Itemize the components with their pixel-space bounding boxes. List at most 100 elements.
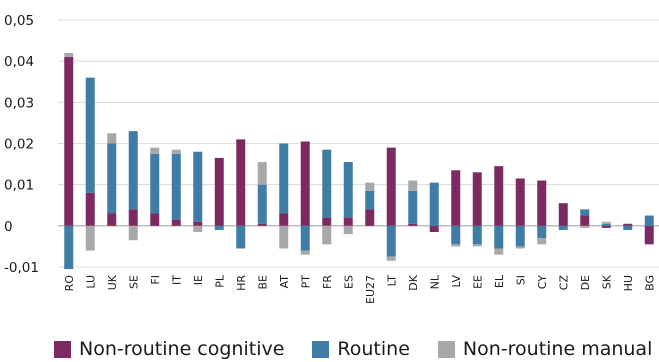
bar-non-routine-manual-cy	[537, 238, 547, 245]
y-tick-label: 0,02	[4, 137, 34, 153]
bar-non-routine-manual-el	[494, 248, 504, 255]
bar-non-routine-cognitive-cy	[537, 180, 547, 226]
x-tick-label-hr: HR	[235, 275, 248, 291]
bar-routine-be	[257, 184, 267, 224]
bars	[64, 52, 654, 270]
bar-routine-es	[343, 162, 353, 218]
x-tick-label-dk: DK	[407, 274, 420, 290]
bar-non-routine-cognitive-ee	[472, 172, 482, 226]
y-tick-label: 0,03	[4, 95, 34, 111]
bar-non-routine-cognitive-fi	[150, 213, 160, 226]
bar-non-routine-manual-lt	[386, 256, 396, 261]
x-tick-label-at: AT	[278, 275, 291, 289]
y-tick-label: 0,04	[4, 54, 34, 70]
bar-non-routine-manual-fr	[322, 225, 332, 245]
bar-routine-it	[171, 153, 181, 220]
bar-non-routine-manual-fi	[150, 147, 160, 154]
bar-non-routine-cognitive-ro	[64, 57, 74, 226]
bar-routine-uk	[107, 143, 117, 214]
x-tick-label-se: SE	[127, 275, 140, 289]
bar-non-routine-cognitive-lu	[85, 192, 95, 226]
bar-routine-cy	[537, 225, 547, 239]
y-axis-tick-labels: -0,01 0 0,01 0,02 0,03 0,04 0,05	[4, 13, 39, 276]
x-tick-label-ee: EE	[471, 275, 484, 289]
bar-non-routine-manual-lu	[85, 225, 95, 251]
x-tick-label-hu: HU	[622, 275, 635, 291]
legend-label-non-routine-cognitive: Non-routine cognitive	[79, 338, 285, 360]
x-tick-label-de: DE	[579, 275, 592, 290]
bar-non-routine-manual-dk	[408, 180, 418, 191]
bar-non-routine-manual-sk	[601, 221, 611, 224]
bar-routine-se	[128, 131, 138, 210]
legend-label-routine: Routine	[337, 338, 410, 360]
bar-non-routine-cognitive-uk	[107, 213, 117, 226]
bar-non-routine-cognitive-sk	[601, 225, 611, 228]
x-tick-label-el: EL	[493, 274, 506, 288]
y-tick-label: -0,01	[4, 260, 39, 276]
bar-routine-hu	[623, 225, 633, 230]
bar-non-routine-manual-si	[515, 246, 525, 249]
legend: Non-routine cognitive Routine Non-routin…	[54, 338, 652, 360]
bar-non-routine-cognitive-hu	[623, 223, 633, 226]
x-tick-label-fi: FI	[149, 275, 162, 285]
bar-non-routine-cognitive-nl	[429, 225, 439, 233]
x-tick-label-it: IT	[170, 275, 183, 285]
bar-non-routine-cognitive-lt	[386, 147, 396, 226]
bar-non-routine-cognitive-bg	[644, 225, 654, 245]
bar-routine-pt	[300, 225, 310, 251]
bar-routine-si	[515, 225, 525, 247]
legend-swatch-non-routine-cognitive	[54, 340, 71, 358]
bar-non-routine-manual-at	[279, 225, 289, 249]
bar-non-routine-manual-ro	[64, 52, 74, 58]
x-tick-label-nl: NL	[428, 274, 441, 289]
bar-non-routine-cognitive-eu27	[365, 209, 375, 226]
x-tick-label-es: ES	[342, 275, 355, 289]
bar-routine-de	[580, 209, 590, 216]
bar-non-routine-cognitive-ie	[193, 221, 203, 226]
bar-routine-ie	[193, 151, 203, 222]
x-tick-label-pl: PL	[213, 274, 226, 288]
legend-label-non-routine-manual: Non-routine manual	[462, 338, 653, 360]
bar-non-routine-cognitive-pt	[300, 141, 310, 226]
x-tick-label-sk: SK	[600, 274, 613, 289]
x-tick-label-ie: IE	[192, 275, 205, 285]
x-tick-label-lv: LV	[450, 275, 463, 288]
bar-non-routine-manual-ee	[472, 244, 482, 247]
legend-swatch-non-routine-manual	[437, 340, 455, 358]
bar-routine-lv	[451, 225, 461, 245]
legend-item-non-routine-manual: Non-routine manual	[437, 338, 653, 360]
x-tick-label-be: BE	[256, 275, 269, 290]
bar-non-routine-manual-uk	[107, 133, 117, 144]
bar-non-routine-manual-pt	[300, 250, 310, 255]
bar-routine-ee	[472, 225, 482, 245]
bar-non-routine-manual-it	[171, 149, 181, 154]
bar-non-routine-manual-be	[257, 162, 267, 185]
x-tick-label-eu27: EU27	[364, 275, 377, 304]
bar-non-routine-cognitive-pl	[214, 157, 224, 226]
x-tick-label-si: SI	[514, 275, 527, 285]
bar-non-routine-cognitive-it	[171, 219, 181, 226]
bar-non-routine-manual-eu27	[365, 182, 375, 191]
bar-routine-eu27	[365, 190, 375, 210]
y-tick-label: 0,05	[4, 13, 34, 29]
bar-non-routine-cognitive-at	[279, 213, 289, 226]
x-tick-label-fr: FR	[321, 275, 334, 289]
bar-non-routine-cognitive-dk	[408, 223, 418, 226]
bar-non-routine-cognitive-hr	[236, 139, 246, 226]
bar-routine-fi	[150, 153, 160, 214]
x-tick-label-cy: CY	[536, 275, 549, 289]
bar-routine-bg	[644, 215, 654, 226]
x-tick-label-lt: LT	[385, 275, 398, 287]
bar-routine-el	[494, 225, 504, 249]
bar-non-routine-cognitive-es	[343, 217, 353, 226]
bar-non-routine-cognitive-lv	[451, 170, 461, 226]
x-tick-label-ro: RO	[63, 275, 76, 292]
y-tick-label: 0,01	[4, 178, 34, 194]
bar-non-routine-manual-lv	[451, 244, 461, 247]
bar-routine-cz	[558, 225, 568, 230]
legend-swatch-routine	[312, 340, 330, 358]
bar-non-routine-manual-de	[580, 225, 590, 228]
bar-routine-fr	[322, 149, 332, 218]
x-tick-label-pt: PT	[299, 275, 312, 289]
